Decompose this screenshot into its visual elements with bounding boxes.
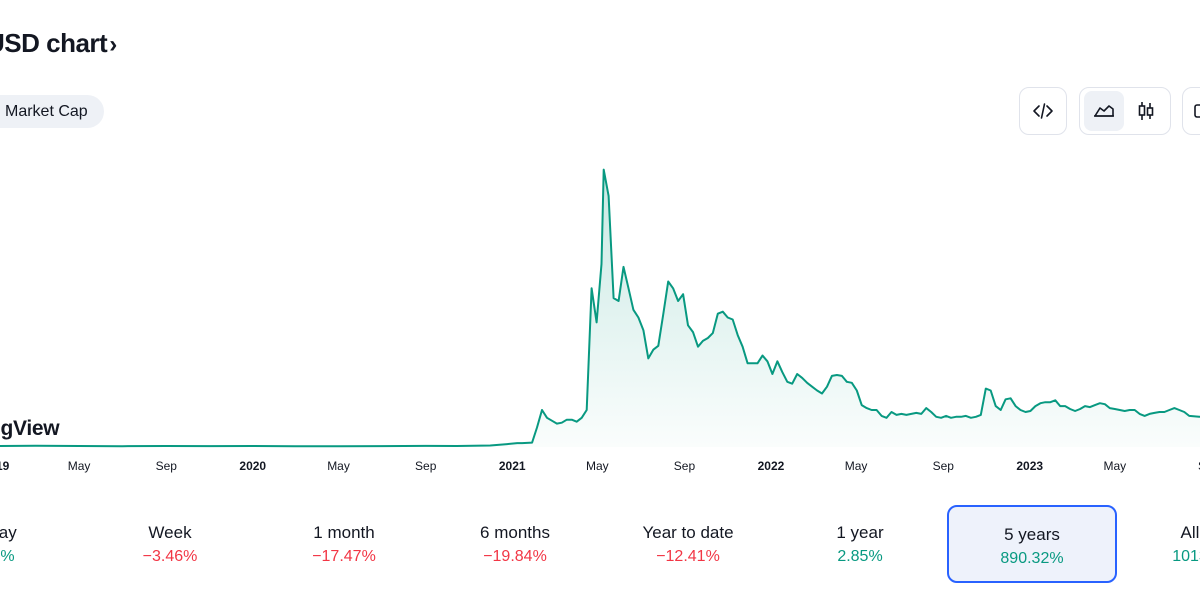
x-tick-label: Sep bbox=[933, 459, 955, 473]
x-tick-label: 2023 bbox=[1016, 459, 1043, 473]
period-6-months[interactable]: 6 months −19.84% bbox=[430, 505, 600, 583]
page-title[interactable]: USD chart› bbox=[0, 28, 117, 59]
tradingview-logo: ngView bbox=[0, 417, 60, 440]
x-tick-label: 2021 bbox=[499, 459, 526, 473]
price-chart[interactable]: 19 May Sep 2020 May Sep 2021 May Sep 2022 May Sep 20… bbox=[0, 140, 1200, 480]
period-year-to-date[interactable]: Year to date −12.41% bbox=[603, 505, 773, 583]
chevron-right-icon: › bbox=[109, 31, 117, 58]
period-label: All bbox=[1180, 523, 1200, 542]
code-icon bbox=[1033, 103, 1053, 119]
market-cap-label: Market Cap bbox=[5, 102, 88, 120]
period-change-value: 2.85% bbox=[837, 548, 883, 565]
period-label: Year to date bbox=[642, 523, 734, 542]
period-all[interactable]: All 1013 bbox=[1105, 505, 1200, 583]
embed-button[interactable] bbox=[1019, 87, 1067, 135]
x-axis: 19 May Sep 2020 May Sep 2021 May Sep 2022 May Sep 20… bbox=[0, 459, 1200, 473]
period-change-value: −19.84% bbox=[483, 548, 547, 565]
x-tick-label: Sep bbox=[156, 459, 178, 473]
price-line bbox=[0, 168, 1200, 448]
period-change-value: 9% bbox=[0, 548, 15, 565]
x-tick-label: 2020 bbox=[239, 459, 266, 473]
period-change-value: −17.47% bbox=[312, 548, 376, 565]
x-tick-label: May bbox=[68, 459, 91, 473]
period-5-years[interactable]: 5 years 890.32% bbox=[947, 505, 1117, 583]
x-tick-label: May bbox=[327, 459, 350, 473]
period-week[interactable]: Week −3.46% bbox=[85, 505, 255, 583]
x-tick-label: Sep bbox=[415, 459, 437, 473]
x-tick-label: 2022 bbox=[758, 459, 785, 473]
period-label: Week bbox=[148, 523, 192, 542]
period-label: 1 month bbox=[313, 523, 375, 542]
area-chart-button[interactable] bbox=[1084, 91, 1124, 131]
period-day[interactable]: day 9% bbox=[0, 505, 88, 583]
period-1-year[interactable]: 1 year 2.85% bbox=[775, 505, 945, 583]
period-change-value: −3.46% bbox=[142, 548, 198, 565]
period-change-value: 1013 bbox=[1172, 548, 1200, 565]
candlestick-button[interactable] bbox=[1126, 91, 1166, 131]
x-tick-label: Sep bbox=[674, 459, 696, 473]
chart-style-toggle[interactable] bbox=[1079, 87, 1171, 135]
x-tick-label: May bbox=[1103, 459, 1126, 473]
period-change-value: −12.41% bbox=[656, 548, 720, 565]
title-text: USD chart bbox=[0, 28, 108, 58]
period-label: 6 months bbox=[480, 523, 550, 542]
area-chart-icon bbox=[1094, 105, 1114, 117]
x-tick-label: May bbox=[845, 459, 868, 473]
period-label: day bbox=[0, 523, 17, 542]
square-icon bbox=[1194, 104, 1200, 118]
x-tick-label: May bbox=[586, 459, 609, 473]
performance-periods: day 9% Week −3.46% 1 month −17.47% 6 months −19… bbox=[0, 505, 1200, 583]
period-label: 1 year bbox=[836, 523, 884, 542]
price-area-fill bbox=[0, 169, 1200, 447]
more-chart-button[interactable] bbox=[1182, 87, 1200, 135]
period-label: 5 years bbox=[1004, 525, 1060, 544]
period-change-value: 890.32% bbox=[1000, 550, 1064, 567]
candlestick-icon bbox=[1138, 102, 1154, 120]
market-cap-pill[interactable]: Market Cap bbox=[0, 95, 104, 128]
x-tick-label: 19 bbox=[0, 459, 10, 473]
x-tick-label: S bbox=[1198, 459, 1200, 473]
period-1-month[interactable]: 1 month −17.47% bbox=[259, 505, 429, 583]
